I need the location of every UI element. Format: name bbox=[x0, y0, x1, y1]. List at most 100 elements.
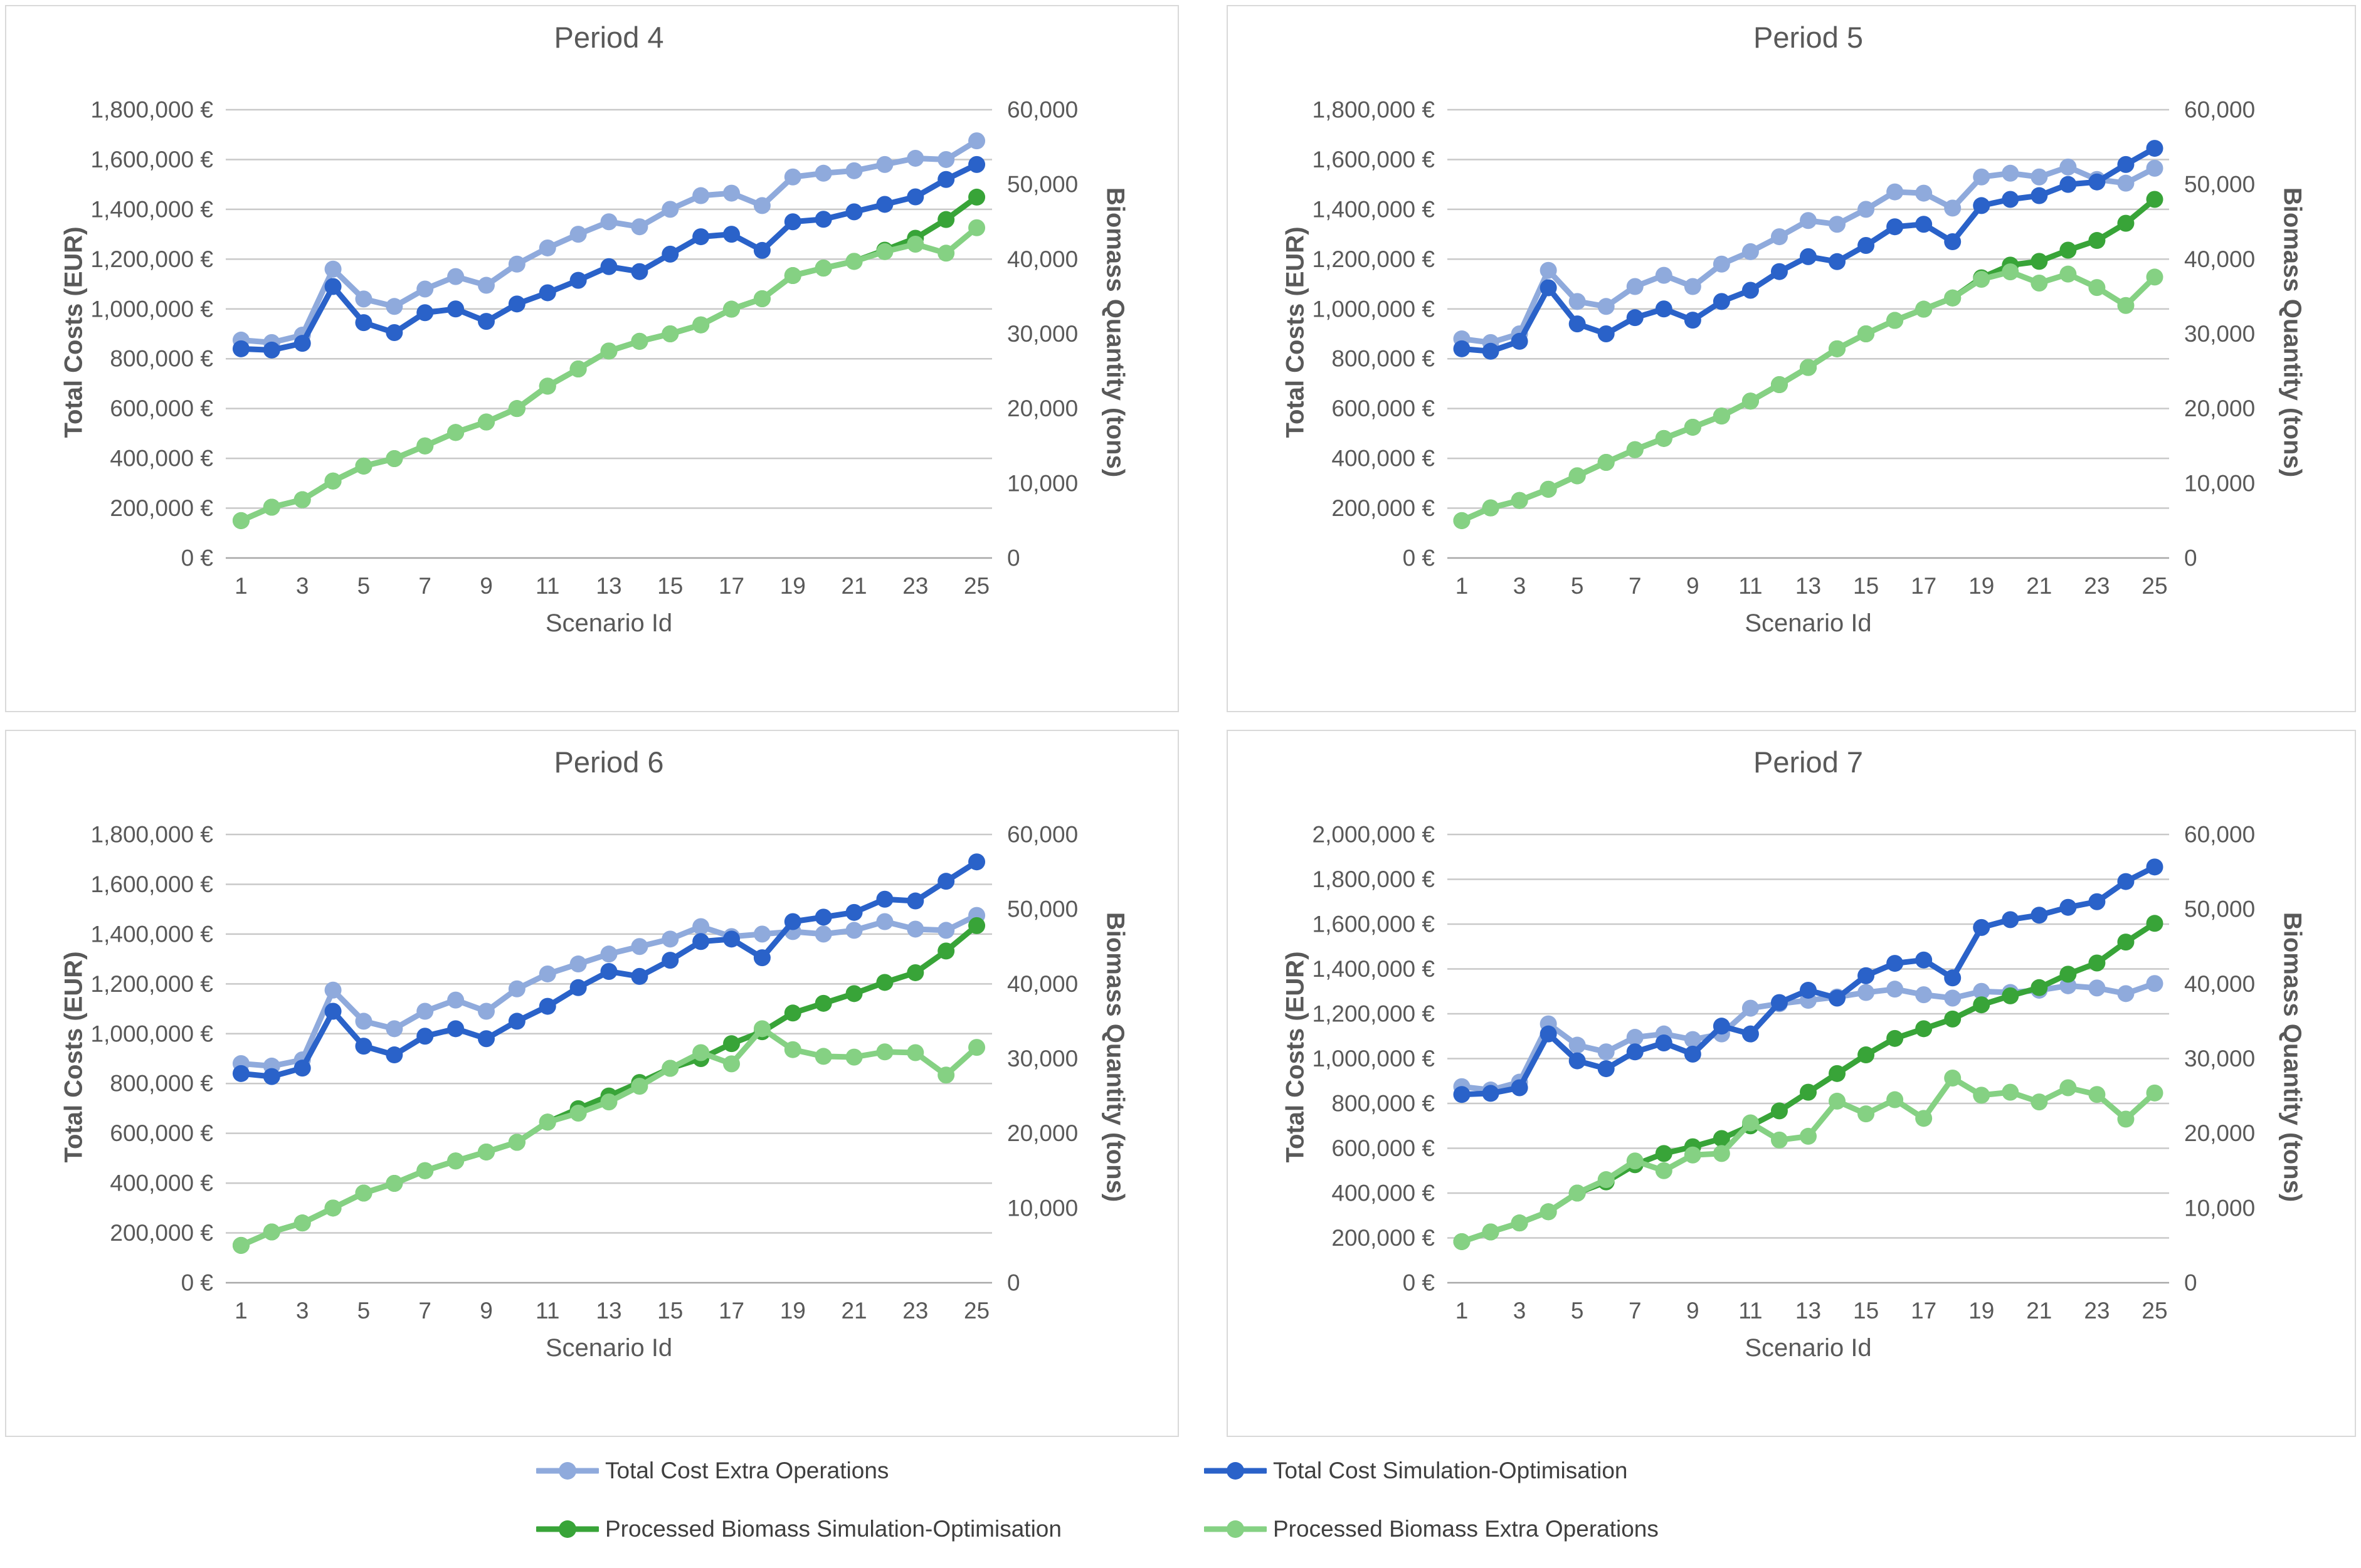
svg-text:17: 17 bbox=[1911, 573, 1936, 599]
legend-item-total-cost-extra-operations: Total Cost Extra Operations bbox=[536, 1458, 889, 1484]
chart-title: Period 6 bbox=[554, 745, 664, 779]
svg-text:1: 1 bbox=[235, 573, 248, 599]
svg-text:19: 19 bbox=[1968, 1298, 1994, 1323]
svg-text:10,000: 10,000 bbox=[2184, 1195, 2255, 1221]
svg-text:19: 19 bbox=[780, 573, 806, 599]
svg-text:5: 5 bbox=[1571, 1298, 1584, 1323]
svg-text:21: 21 bbox=[841, 573, 867, 599]
svg-text:1,200,000 €: 1,200,000 € bbox=[1313, 1001, 1435, 1027]
svg-text:0 €: 0 € bbox=[181, 545, 214, 571]
svg-text:15: 15 bbox=[657, 573, 683, 599]
svg-text:1,200,000 €: 1,200,000 € bbox=[1313, 246, 1435, 272]
svg-text:1,800,000 €: 1,800,000 € bbox=[1313, 866, 1435, 892]
svg-text:25: 25 bbox=[2142, 573, 2167, 599]
svg-text:40,000: 40,000 bbox=[2184, 971, 2255, 997]
svg-text:25: 25 bbox=[964, 573, 990, 599]
legend-item-processed-biomass-extra-operations: Processed Biomass Extra Operations bbox=[1204, 1516, 1659, 1542]
svg-text:5: 5 bbox=[357, 573, 371, 599]
svg-text:1,000,000 €: 1,000,000 € bbox=[1313, 1046, 1435, 1071]
left-axis-title: Total Costs (EUR) bbox=[1281, 951, 1309, 1163]
svg-text:1,800,000 €: 1,800,000 € bbox=[1313, 97, 1435, 123]
svg-text:60,000: 60,000 bbox=[2184, 822, 2255, 848]
chart-panel-period-4: 1,800,000 € 1,600,000 € 1,400,000 € 1,200,0… bbox=[5, 5, 1179, 712]
svg-text:0 €: 0 € bbox=[1403, 545, 1435, 571]
svg-text:10,000: 10,000 bbox=[1007, 470, 1078, 496]
svg-text:0 €: 0 € bbox=[181, 1270, 214, 1296]
svg-text:800,000 €: 800,000 € bbox=[110, 1071, 213, 1097]
svg-text:200,000 €: 200,000 € bbox=[110, 495, 213, 521]
svg-text:20,000: 20,000 bbox=[2184, 1120, 2255, 1146]
svg-text:1,000,000 €: 1,000,000 € bbox=[91, 296, 214, 322]
svg-text:1,600,000 €: 1,600,000 € bbox=[91, 871, 214, 897]
svg-text:20,000: 20,000 bbox=[2184, 396, 2255, 421]
svg-text:17: 17 bbox=[1911, 1298, 1936, 1323]
svg-text:50,000: 50,000 bbox=[2184, 897, 2255, 922]
svg-text:10,000: 10,000 bbox=[1007, 1195, 1078, 1221]
svg-text:3: 3 bbox=[296, 573, 309, 599]
svg-text:1,000,000 €: 1,000,000 € bbox=[91, 1021, 214, 1046]
plot-area-period-5: 1,800,000 € 1,600,000 € 1,400,000 € 1,200,0… bbox=[1313, 97, 2256, 599]
svg-text:23: 23 bbox=[2084, 1298, 2110, 1323]
svg-text:19: 19 bbox=[1968, 573, 1994, 599]
svg-text:9: 9 bbox=[1686, 1298, 1699, 1323]
svg-text:3: 3 bbox=[1513, 1298, 1526, 1323]
line-marker-icon bbox=[536, 1462, 599, 1480]
svg-text:21: 21 bbox=[2026, 1298, 2052, 1323]
svg-text:23: 23 bbox=[2084, 573, 2110, 599]
svg-text:0: 0 bbox=[2184, 545, 2197, 571]
svg-text:13: 13 bbox=[596, 1298, 621, 1323]
svg-text:1,200,000 €: 1,200,000 € bbox=[91, 246, 214, 272]
svg-text:10,000: 10,000 bbox=[2184, 470, 2255, 496]
svg-text:400,000 €: 400,000 € bbox=[110, 446, 213, 471]
svg-text:5: 5 bbox=[357, 1298, 371, 1323]
plot-area-period-4: 1,800,000 € 1,600,000 € 1,400,000 € 1,200,0… bbox=[91, 97, 1079, 599]
svg-text:13: 13 bbox=[1795, 1298, 1821, 1323]
svg-text:1,800,000 €: 1,800,000 € bbox=[91, 97, 214, 123]
svg-text:15: 15 bbox=[1853, 573, 1879, 599]
right-axis-title: Biomass Quantity (tons) bbox=[2278, 912, 2306, 1202]
svg-text:200,000 €: 200,000 € bbox=[110, 1220, 213, 1246]
svg-text:11: 11 bbox=[1738, 1298, 1762, 1323]
svg-text:600,000 €: 600,000 € bbox=[110, 396, 213, 421]
svg-text:0: 0 bbox=[1007, 545, 1020, 571]
svg-text:0 €: 0 € bbox=[1403, 1270, 1435, 1296]
svg-text:7: 7 bbox=[1629, 573, 1642, 599]
legend-label: Total Cost Extra Operations bbox=[605, 1458, 889, 1483]
legend-label: Processed Biomass Extra Operations bbox=[1273, 1516, 1659, 1542]
svg-text:15: 15 bbox=[1853, 1298, 1879, 1323]
svg-text:30,000: 30,000 bbox=[2184, 321, 2255, 347]
svg-text:1,800,000 €: 1,800,000 € bbox=[91, 822, 214, 848]
chart-title: Period 4 bbox=[554, 21, 664, 54]
svg-text:9: 9 bbox=[480, 1298, 493, 1323]
svg-text:1,600,000 €: 1,600,000 € bbox=[91, 147, 214, 172]
svg-text:1: 1 bbox=[1455, 1298, 1469, 1323]
svg-text:1,400,000 €: 1,400,000 € bbox=[91, 921, 214, 947]
svg-text:0: 0 bbox=[1007, 1270, 1020, 1296]
svg-text:1,000,000 €: 1,000,000 € bbox=[1313, 296, 1435, 322]
left-axis-title: Total Costs (EUR) bbox=[1281, 226, 1309, 438]
svg-text:1,400,000 €: 1,400,000 € bbox=[1313, 196, 1435, 222]
svg-text:30,000: 30,000 bbox=[1007, 1046, 1078, 1071]
line-marker-icon bbox=[1204, 1520, 1267, 1538]
right-axis-title: Biomass Quantity (tons) bbox=[2278, 187, 2306, 478]
svg-text:1: 1 bbox=[1455, 573, 1469, 599]
svg-text:11: 11 bbox=[536, 573, 559, 599]
svg-text:17: 17 bbox=[719, 1298, 744, 1323]
svg-text:11: 11 bbox=[536, 1298, 559, 1323]
svg-text:1,400,000 €: 1,400,000 € bbox=[1313, 956, 1435, 982]
svg-text:40,000: 40,000 bbox=[1007, 246, 1078, 272]
svg-text:21: 21 bbox=[841, 1298, 867, 1323]
svg-text:40,000: 40,000 bbox=[2184, 246, 2255, 272]
svg-text:7: 7 bbox=[1629, 1298, 1642, 1323]
chart-panel-period-7: 2,000,000 € 1,800,000 € 1,600,000 € 1,400,0… bbox=[1227, 730, 2356, 1437]
svg-text:800,000 €: 800,000 € bbox=[1331, 1091, 1435, 1117]
svg-text:21: 21 bbox=[2026, 573, 2052, 599]
svg-text:40,000: 40,000 bbox=[1007, 971, 1078, 997]
svg-text:0: 0 bbox=[2184, 1270, 2197, 1296]
svg-text:3: 3 bbox=[1513, 573, 1526, 599]
x-axis-title: Scenario Id bbox=[545, 1334, 673, 1362]
line-marker-icon bbox=[536, 1520, 599, 1538]
chart-panel-period-5: 1,800,000 € 1,600,000 € 1,400,000 € 1,200,0… bbox=[1227, 5, 2356, 712]
svg-text:3: 3 bbox=[296, 1298, 309, 1323]
